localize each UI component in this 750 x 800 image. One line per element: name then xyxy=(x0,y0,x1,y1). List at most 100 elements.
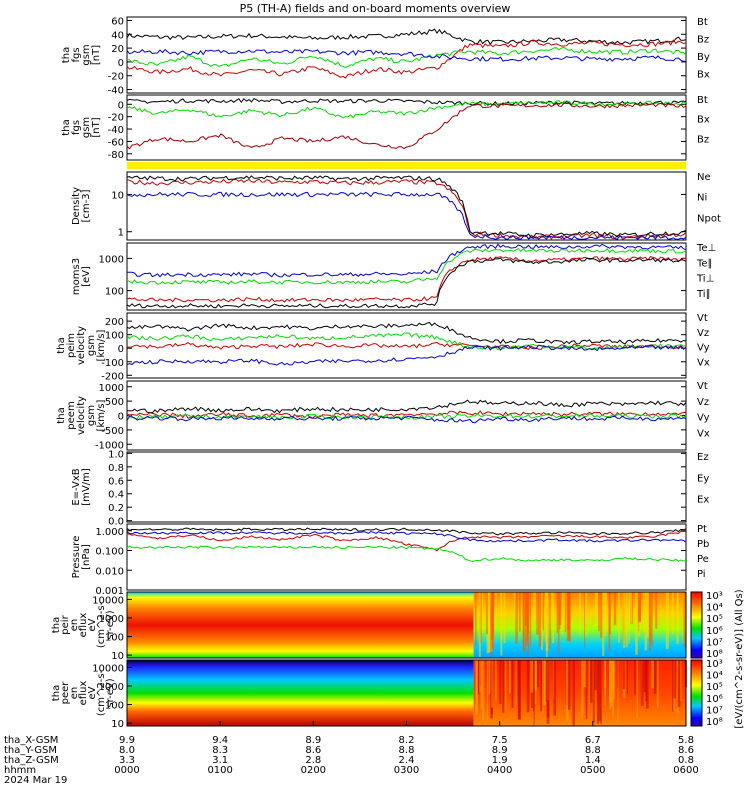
y-tick-label: -40 xyxy=(108,86,124,97)
spectrogram-streak xyxy=(653,660,657,694)
colorbar-tick-label: 10³ xyxy=(706,591,723,602)
x-tick-label: 9.9 xyxy=(119,735,135,746)
spectrogram-streak xyxy=(604,660,607,695)
spectrogram-streak xyxy=(597,660,600,724)
y-tick-label: 0.2 xyxy=(108,503,124,514)
x-tick-label: 8.9 xyxy=(492,745,508,756)
legend-entry-Vx: Vx xyxy=(697,428,710,439)
series-line-Pi xyxy=(126,531,687,543)
spectrogram-2: 10000 1000 100 10 thapeerenefluxeV(cm^2-s-sr… xyxy=(51,659,723,730)
y-tick-label: 10000 xyxy=(92,595,124,606)
legend-entry-Ni: Ni xyxy=(697,193,707,204)
y-tick-label: 10000 xyxy=(92,663,124,674)
colorbar-tick-label: 10⁸ xyxy=(706,717,723,728)
series-line-Pe xyxy=(126,545,687,563)
spectrogram-streak xyxy=(557,592,560,654)
y-axis-label: moms3 [eV] xyxy=(71,258,92,295)
y-tick-label: 0 xyxy=(118,58,124,69)
spectrogram-streak xyxy=(640,660,644,706)
spectrogram-streak xyxy=(475,660,478,711)
colorbar-tick-label: 10⁵ xyxy=(706,682,723,693)
panel-frame xyxy=(126,94,687,161)
spectrogram-streak xyxy=(679,660,682,701)
y-tick-label: 0.010 xyxy=(95,566,124,577)
spectrogram-streak xyxy=(677,592,679,627)
spectrogram-streak xyxy=(564,592,567,632)
spectrogram-streak xyxy=(532,660,535,712)
spectrogram-streak xyxy=(477,660,480,695)
spectrogram-streak xyxy=(642,592,645,633)
y-label-line: tha xyxy=(61,47,72,63)
y-tick-label: -20 xyxy=(108,113,124,124)
series-line-Bt xyxy=(126,28,687,46)
y-tick-label: -40 xyxy=(108,125,124,136)
series-line-By xyxy=(126,46,687,69)
spectrogram-streak xyxy=(677,660,681,707)
spectrogram-streak xyxy=(565,660,568,718)
spectrogram-streak xyxy=(617,660,619,722)
series-line-Pt xyxy=(126,527,687,536)
series-line-Vz xyxy=(126,341,687,350)
spectrogram-streak xyxy=(495,660,497,701)
y-tick-label: 0.100 xyxy=(95,547,124,558)
colorbar-tick-label: 10³ xyxy=(706,659,723,670)
y-label-line: peem xyxy=(66,401,77,429)
spectrogram-streak xyxy=(671,592,674,635)
spectrogram-streak xyxy=(559,592,561,630)
spectrogram-streak xyxy=(542,660,544,713)
y-tick-label: 200 xyxy=(105,317,124,328)
colorbar-tick-label: 10⁷ xyxy=(706,705,723,716)
legend-entry-Pi: Pi xyxy=(697,569,706,580)
spectrogram-streak xyxy=(553,660,557,716)
spectrogram-streak xyxy=(509,660,511,694)
time-axis-row-label: tha_X-GSM xyxy=(4,735,58,746)
spectrogram-streak xyxy=(515,660,517,706)
legend-entry-Vy: Vy xyxy=(697,413,710,424)
spectrogram-streak xyxy=(608,592,611,651)
legend-entry-Bz: Bz xyxy=(697,35,709,46)
spectrogram-streak xyxy=(626,660,629,694)
x-tick-label: 9.4 xyxy=(212,735,228,746)
colorbar-label-text: [eV/(cm^2-s-sr-eV)] (All Qs) xyxy=(734,589,745,728)
x-tick-label: 8.2 xyxy=(399,735,415,746)
y-axis-label: tha fgs gsm [nT] xyxy=(61,44,102,65)
series-line-Vy xyxy=(126,332,687,351)
series-line-Ni xyxy=(126,175,687,238)
y-label-line: moms3 xyxy=(71,258,82,295)
y-label-line: gsm xyxy=(81,117,92,138)
y-label-line: velocity xyxy=(76,326,87,365)
y-label-line: Pressure xyxy=(71,536,82,579)
x-tick-label: 6.7 xyxy=(585,735,601,746)
legend-entry-Vz: Vz xyxy=(697,397,709,408)
spectrogram-streak xyxy=(533,592,536,621)
legend-entry-Pe: Pe xyxy=(697,554,709,565)
x-tick-label: 5.8 xyxy=(678,735,694,746)
y-label-line: gsm xyxy=(86,405,97,426)
spectrogram-streak xyxy=(540,592,543,650)
spectrogram-streak xyxy=(651,660,654,689)
series-line-Ne xyxy=(126,178,687,240)
series-line-Bx xyxy=(126,48,687,62)
panel-3: 10 1 Density [cm-3] Ne Ni Npot xyxy=(71,171,721,241)
y-axis-label: tha peem velocity gsm [km/s] xyxy=(56,396,107,435)
spectrogram-streak xyxy=(552,592,555,644)
legend-entry-Vy: Vy xyxy=(697,343,710,354)
spectrogram-streak xyxy=(584,592,586,649)
spectrogram-streak xyxy=(511,660,514,709)
series-line-Npot xyxy=(126,191,687,240)
x-tick-label: 0600 xyxy=(673,765,698,776)
y-tick-label: -60 xyxy=(108,137,124,148)
spectrogram-streak xyxy=(626,592,628,648)
spectrogram-streak xyxy=(495,592,497,627)
y-axis-label: Density [cm-3] xyxy=(71,187,92,225)
panel-4: 1000 100 moms3 [eV] Te⊥ Te∥ Ti⊥ Ti∥ xyxy=(71,242,716,311)
spectrogram-streak xyxy=(585,660,588,720)
spectrogram-streak xyxy=(486,660,488,723)
spectrogram-streak xyxy=(545,592,548,640)
spectrogram-streak xyxy=(504,660,507,710)
x-tick-label: 0400 xyxy=(487,765,512,776)
spectrogram-streak xyxy=(636,660,638,719)
y-label-line: [mV/m] xyxy=(81,468,92,506)
spectrogram-streak xyxy=(502,660,505,713)
